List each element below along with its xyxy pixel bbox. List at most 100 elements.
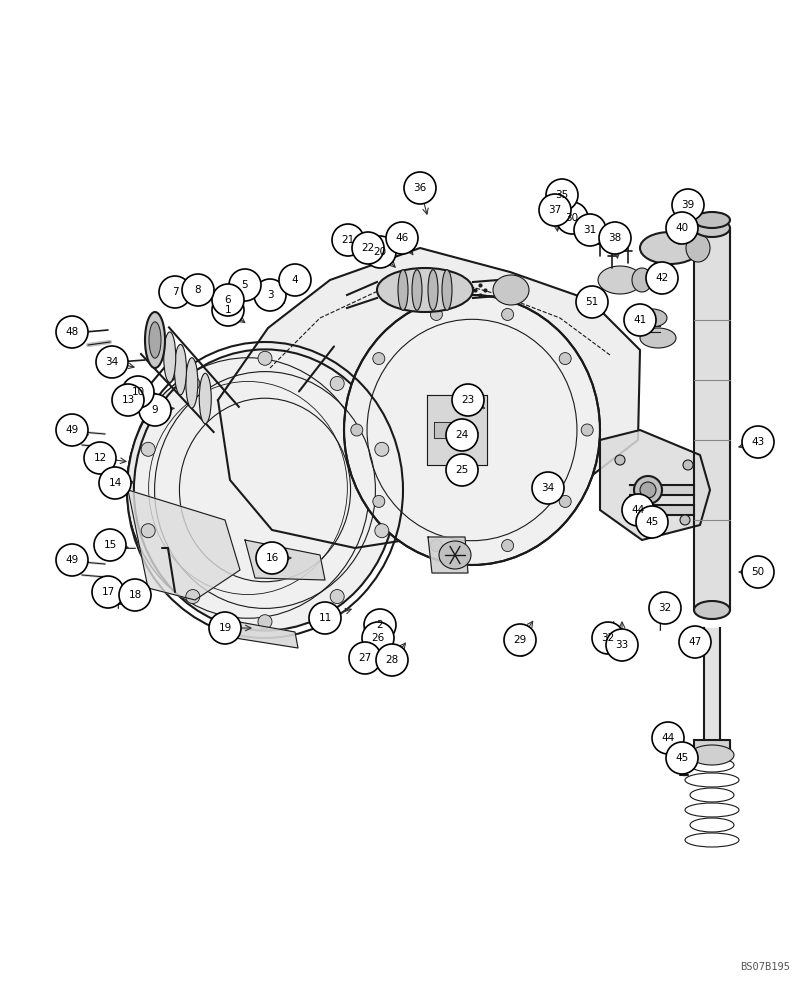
Circle shape: [573, 214, 605, 246]
Ellipse shape: [72, 429, 84, 441]
Text: 32: 32: [658, 603, 671, 613]
Ellipse shape: [515, 644, 527, 656]
Circle shape: [182, 274, 214, 306]
Text: 38: 38: [607, 233, 621, 243]
Polygon shape: [427, 537, 467, 573]
Circle shape: [363, 609, 396, 641]
Ellipse shape: [186, 376, 200, 390]
Circle shape: [605, 629, 637, 661]
Ellipse shape: [375, 442, 388, 456]
Text: 37: 37: [547, 205, 561, 215]
Text: 47: 47: [688, 637, 701, 647]
Circle shape: [648, 592, 680, 624]
Ellipse shape: [164, 332, 175, 382]
Circle shape: [92, 576, 124, 608]
Ellipse shape: [199, 373, 211, 424]
Text: 8: 8: [195, 285, 201, 295]
Ellipse shape: [376, 268, 473, 312]
Text: 49: 49: [66, 425, 79, 435]
Polygon shape: [703, 628, 719, 740]
Circle shape: [623, 304, 655, 336]
Text: 18: 18: [128, 590, 141, 600]
Ellipse shape: [559, 495, 570, 507]
Text: 12: 12: [93, 453, 106, 463]
Circle shape: [445, 454, 478, 486]
Circle shape: [309, 602, 341, 634]
Text: 50: 50: [750, 567, 764, 577]
Ellipse shape: [679, 515, 689, 525]
Ellipse shape: [186, 358, 198, 408]
Ellipse shape: [685, 234, 709, 262]
Circle shape: [159, 276, 191, 308]
Polygon shape: [217, 248, 639, 548]
Circle shape: [445, 419, 478, 451]
Ellipse shape: [145, 312, 165, 368]
Ellipse shape: [439, 541, 470, 569]
Circle shape: [599, 222, 630, 254]
Ellipse shape: [330, 376, 344, 390]
Circle shape: [672, 189, 703, 221]
Text: 13: 13: [121, 395, 135, 405]
Text: 11: 11: [318, 613, 331, 623]
Text: 42: 42: [654, 273, 667, 283]
Text: 34: 34: [541, 483, 554, 493]
Text: BS07B195: BS07B195: [739, 962, 789, 972]
Text: 46: 46: [395, 233, 408, 243]
Ellipse shape: [492, 275, 528, 305]
Circle shape: [539, 194, 570, 226]
Text: 51: 51: [585, 297, 598, 307]
Ellipse shape: [427, 270, 437, 310]
Polygon shape: [629, 505, 693, 515]
Ellipse shape: [693, 601, 729, 619]
Text: 32: 32: [601, 633, 614, 643]
Circle shape: [96, 346, 128, 378]
Circle shape: [119, 579, 151, 611]
Polygon shape: [427, 395, 487, 465]
Circle shape: [212, 284, 243, 316]
Text: 49: 49: [66, 555, 79, 565]
Polygon shape: [693, 228, 729, 610]
Text: 7: 7: [171, 287, 178, 297]
Ellipse shape: [693, 219, 729, 237]
Ellipse shape: [559, 353, 570, 365]
Circle shape: [635, 506, 667, 538]
Circle shape: [531, 472, 564, 504]
Text: 26: 26: [371, 633, 384, 643]
Ellipse shape: [631, 268, 651, 292]
Polygon shape: [693, 740, 729, 760]
Text: 40: 40: [675, 223, 688, 233]
Ellipse shape: [186, 590, 200, 604]
Circle shape: [255, 542, 288, 574]
Text: 21: 21: [341, 235, 354, 245]
Text: 25: 25: [455, 465, 468, 475]
Circle shape: [112, 384, 144, 416]
Ellipse shape: [397, 270, 407, 310]
Circle shape: [646, 262, 677, 294]
Circle shape: [651, 722, 683, 754]
Text: 27: 27: [358, 653, 371, 663]
Text: 15: 15: [103, 540, 117, 550]
Circle shape: [56, 414, 88, 446]
Text: 5: 5: [242, 280, 248, 290]
Text: 39: 39: [680, 200, 693, 210]
Ellipse shape: [350, 424, 363, 436]
Circle shape: [556, 202, 587, 234]
Polygon shape: [433, 422, 452, 438]
Ellipse shape: [693, 212, 729, 228]
Ellipse shape: [127, 358, 369, 618]
Circle shape: [452, 384, 483, 416]
Circle shape: [351, 232, 384, 264]
Ellipse shape: [639, 328, 676, 348]
Text: 9: 9: [152, 405, 158, 415]
Text: 4: 4: [291, 275, 298, 285]
Text: 2: 2: [376, 620, 383, 630]
Text: 17: 17: [101, 587, 114, 597]
Text: 3: 3: [266, 290, 273, 300]
Text: 33: 33: [615, 640, 628, 650]
Circle shape: [362, 622, 393, 654]
Circle shape: [591, 622, 623, 654]
Ellipse shape: [258, 615, 272, 629]
Ellipse shape: [134, 349, 396, 631]
Circle shape: [279, 264, 311, 296]
Ellipse shape: [430, 308, 442, 320]
